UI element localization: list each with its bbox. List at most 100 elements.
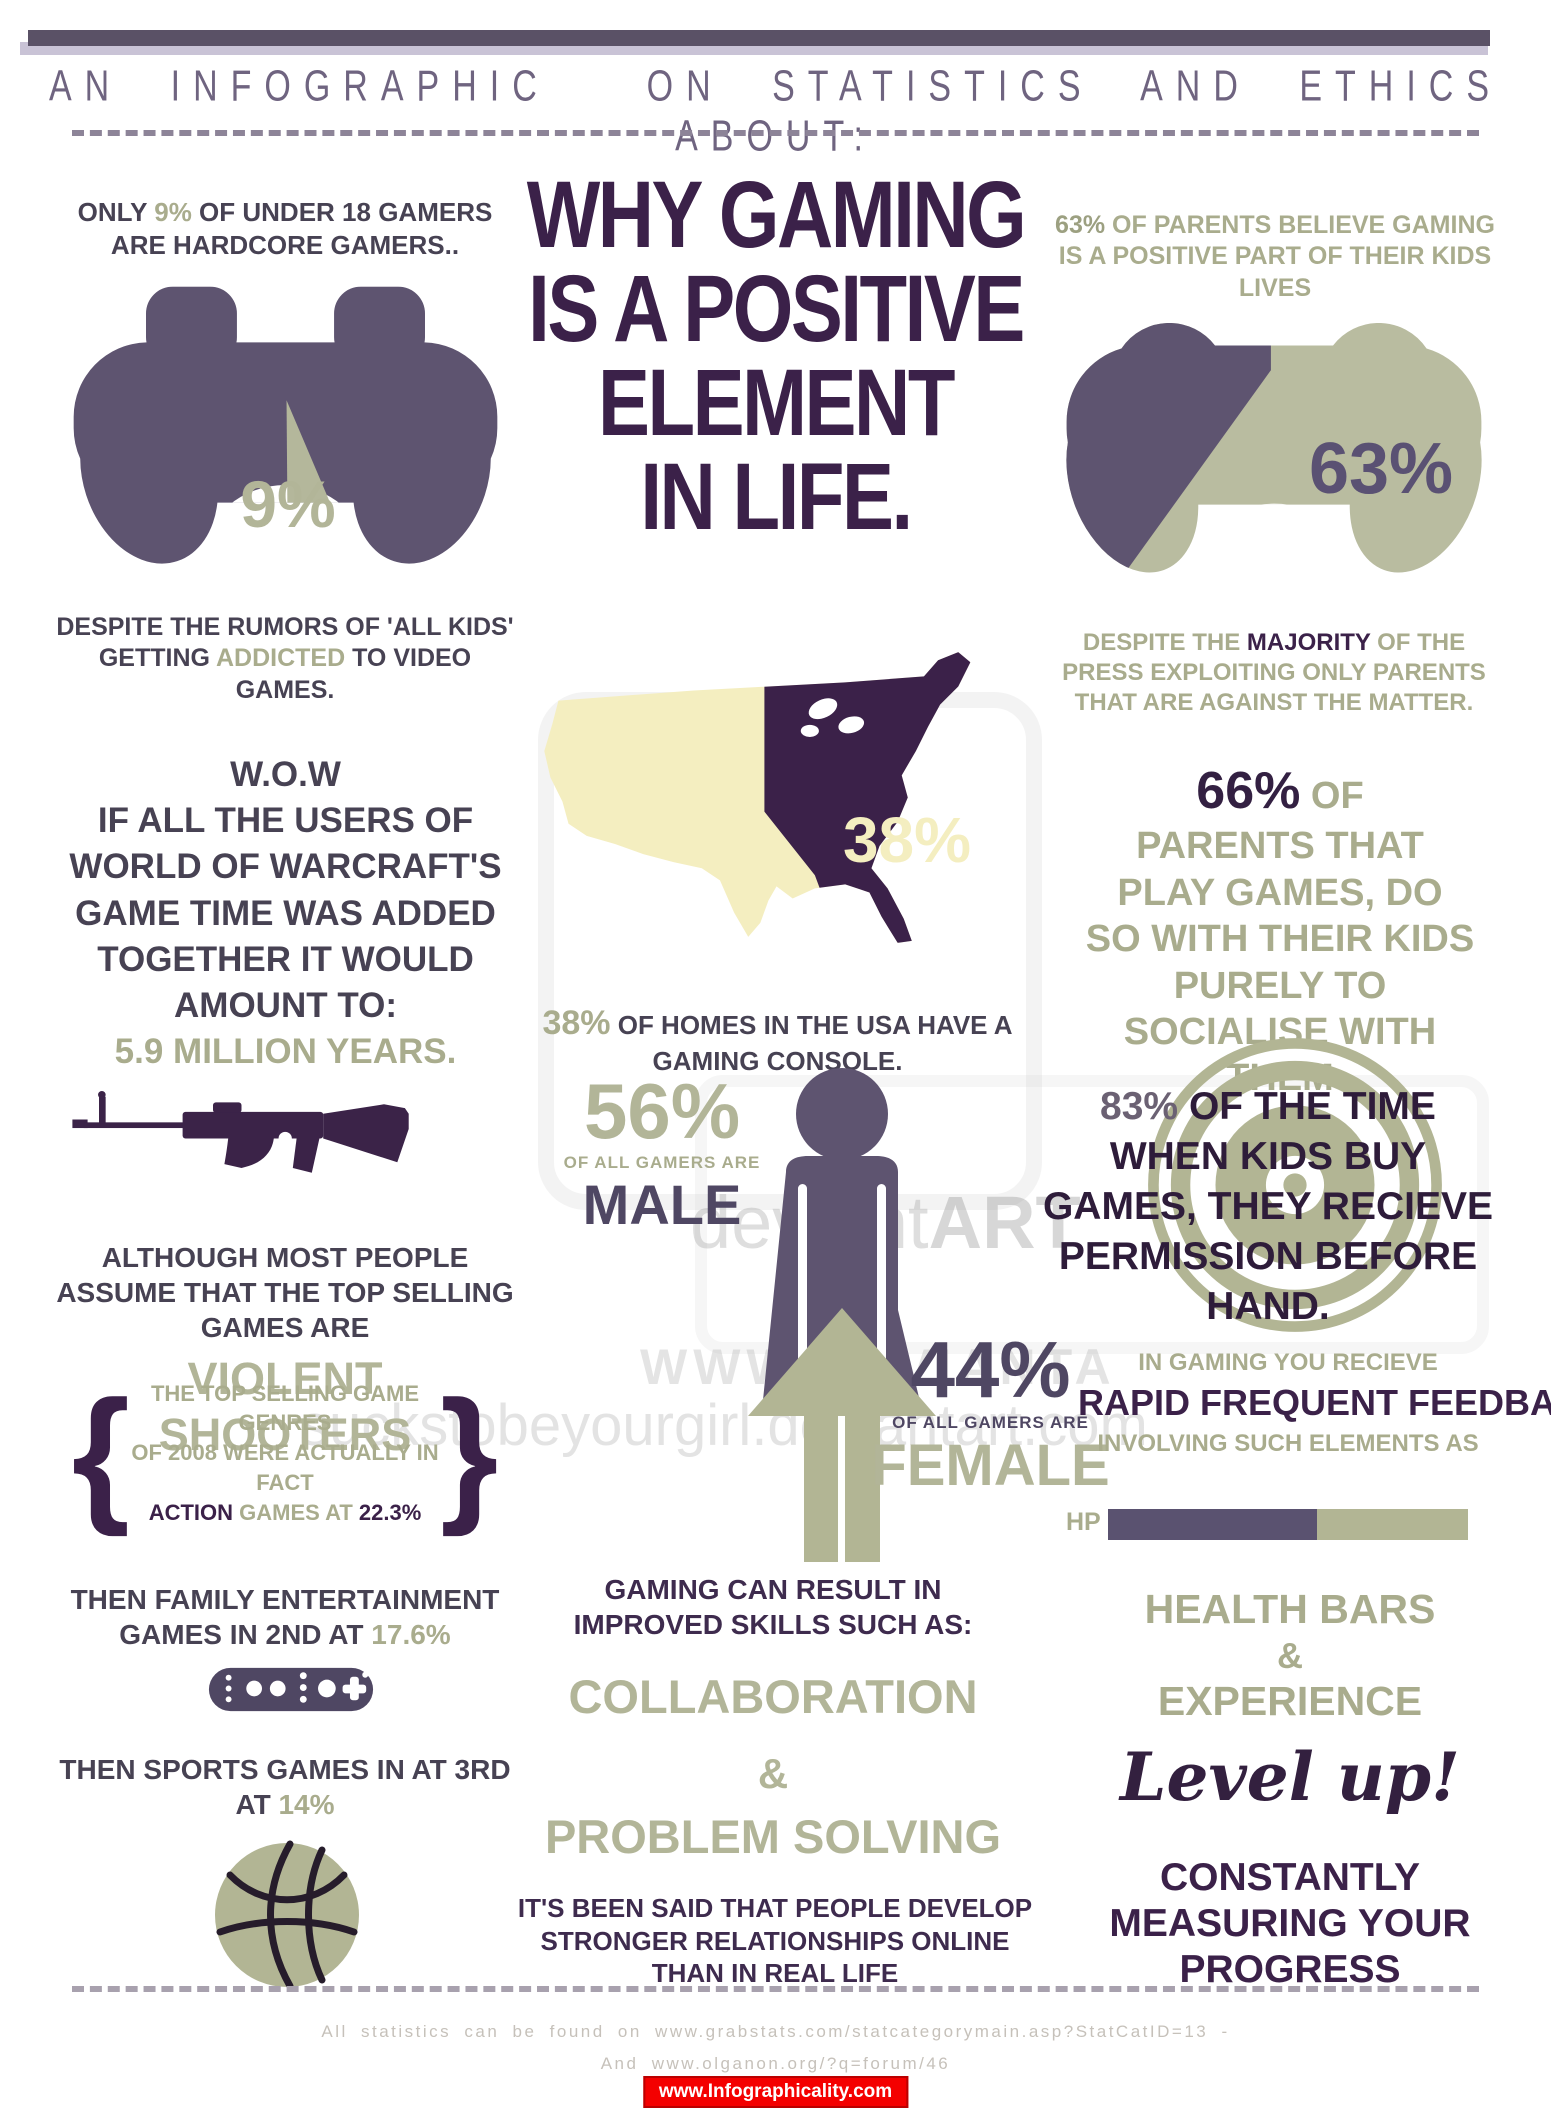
genres-action: ACTION xyxy=(148,1499,234,1525)
rifle-figure xyxy=(70,1072,470,1197)
violent-shooters-label: VIOLENT SHOOTERS xyxy=(158,1353,412,1461)
title-line4: IN LIFE. xyxy=(640,444,913,551)
wow-body: IF ALL THE USERS OF WORLD OF WARCRAFT'S … xyxy=(69,801,502,1025)
ps-controller-icon xyxy=(58,286,513,582)
hardcore-stat-pct: 9% xyxy=(154,197,192,227)
family-pre: THEN FAMILY ENTERTAINMENT GAMES IN 2ND A… xyxy=(70,1584,500,1650)
genres-text: THE TOP SELLING GAME GENRES OF 2008 WERE… xyxy=(130,1379,440,1527)
ps-controller-pct-label: 9% xyxy=(240,467,336,541)
experience-label: EXPERIENCE xyxy=(1157,1678,1423,1725)
close-brace: } xyxy=(440,1369,499,1537)
socialise-pct: 66% xyxy=(1196,762,1301,820)
male-label: MALE xyxy=(582,1173,742,1236)
permission-pct: 83% xyxy=(1100,1085,1179,1128)
gender-figure xyxy=(742,1062,942,1562)
parents63-pct: 63% xyxy=(1055,211,1106,239)
female-gamers-stat: 44% OF ALL GAMERS ARE FEMALE xyxy=(868,1330,1113,1495)
female-pct: 44% xyxy=(910,1325,1071,1414)
relationships-statement: IT'S BEEN SAID THAT PEOPLE DEVELOP STRON… xyxy=(517,1893,1033,1988)
male-gamers-stat: 56% OF ALL GAMERS ARE MALE xyxy=(552,1072,772,1233)
usa-map-icon xyxy=(544,652,971,943)
basketball-icon xyxy=(215,1840,359,1990)
rumors-highlight: ADDICTED xyxy=(216,644,346,673)
xbox-controller-chart: 63% xyxy=(1048,286,1500,594)
rumors-statement: DESPITE THE RUMORS OF 'ALL KIDS' GETTING… xyxy=(55,612,515,706)
wii-remote-icon xyxy=(208,1667,374,1712)
violent-shooters-block: ALTHOUGH MOST PEOPLE ASSUME THAT THE TOP… xyxy=(55,1240,515,1464)
skills-ampersand: & xyxy=(757,1750,789,1797)
usa-map-pct-label: 38% xyxy=(842,804,972,876)
title-line2: IS A POSITIVE xyxy=(528,256,1025,363)
skill-problem-solving: PROBLEM SOLVING xyxy=(544,1810,1002,1863)
footer-source-2: And www.olganon.org/?q=forum/46 xyxy=(600,2054,951,2073)
wow-heading: W.O.W xyxy=(230,755,341,794)
parents-63-stat: 63% OF PARENTS BELIEVE GAMING IS A POSIT… xyxy=(1055,210,1495,304)
genres-line1: THE TOP SELLING GAME GENRES xyxy=(150,1380,420,1436)
open-brace: { xyxy=(71,1369,130,1537)
hardcore-stat-pre: ONLY xyxy=(77,197,155,227)
press-statement: DESPITE THE MAJORITY OF THE PRESS EXPLOI… xyxy=(1048,628,1500,718)
progress-statement: CONSTANTLY MEASURING YOUR PROGRESS xyxy=(1109,1856,1471,1992)
title-line3: ELEMENT xyxy=(598,350,955,457)
female-sub: OF ALL GAMERS ARE xyxy=(892,1413,1089,1432)
sports-pre: THEN SPORTS GAMES IN AT 3RD AT xyxy=(59,1754,511,1820)
press-highlight: MAJORITY xyxy=(1246,629,1371,656)
top-dashed-divider xyxy=(72,130,1479,136)
female-label: FEMALE xyxy=(871,1433,1110,1498)
assume-text: ALTHOUGH MOST PEOPLE ASSUME THAT THE TOP… xyxy=(56,1242,514,1343)
rumors-post: TO VIDEO GAMES. xyxy=(235,644,472,704)
sports-games-stat: THEN SPORTS GAMES IN AT 3RD AT 14% xyxy=(55,1752,515,1822)
male-pct: 56% xyxy=(583,1067,741,1155)
homes-console-stat: 38% OF HOMES IN THE USA HAVE A GAMING CO… xyxy=(505,1002,1050,1077)
bottom-dashed-divider xyxy=(72,1986,1479,1992)
feedback-block: IN GAMING YOU RECIEVE RAPID FREQUENT FEE… xyxy=(1078,1348,1551,1459)
genres-line2: OF 2008 WERE ACTUALLY IN FACT xyxy=(131,1440,439,1495)
skill-collaboration: COLLABORATION xyxy=(568,1670,978,1723)
main-title: WHY GAMING IS A POSITIVE ELEMENT IN LIFE… xyxy=(515,162,1036,551)
permission-rings-figure xyxy=(1135,1025,1455,1345)
permission-stat: 83% OF THE TIME WHEN KIDS BUY GAMES, THE… xyxy=(1038,1082,1498,1332)
press-post: OF THE PRESS EXPLOITING ONLY PARENTS THA… xyxy=(1062,629,1486,716)
hardcore-stat-post: OF UNDER 18 GAMERS ARE HARDCORE GAMERS.. xyxy=(110,197,493,260)
header-bar xyxy=(28,30,1490,46)
press-pre: DESPITE THE xyxy=(1082,629,1247,656)
xbox-controller-pct-label: 63% xyxy=(1308,429,1454,509)
male-female-person-icon xyxy=(748,1068,936,1562)
genres-mid: GAMES AT xyxy=(233,1499,359,1525)
permission-body: OF THE TIME WHEN KIDS BUY GAMES, THEY RE… xyxy=(1042,1085,1494,1328)
title-line1: WHY GAMING xyxy=(526,162,1027,268)
level-up-label: Level up! xyxy=(1120,1738,1460,1816)
ps-controller-chart: 9% xyxy=(58,268,513,582)
homes-post: OF HOMES IN THE USA HAVE A GAMING CONSOL… xyxy=(610,1010,1013,1076)
xbox-controller-icon xyxy=(1048,322,1500,592)
socialise-of: OF xyxy=(1300,775,1364,817)
hp-bar-fill xyxy=(1108,1509,1317,1540)
health-ampersand: & xyxy=(1277,1635,1303,1677)
footer-source-1: All statistics can be found on www.grabs… xyxy=(321,2022,1230,2041)
rifle-icon xyxy=(72,1091,409,1173)
skills-heading: GAMING CAN RESULT IN IMPROVED SKILLS SUC… xyxy=(573,1574,973,1640)
sports-pct: 14% xyxy=(278,1789,335,1820)
hp-bar xyxy=(1108,1509,1468,1540)
page-tagline: AN INFOGRAPHIC ON STATISTICS AND ETHICS … xyxy=(48,62,1503,161)
basketball-figure xyxy=(212,1840,362,1990)
wow-value: 5.9 MILLION YEARS. xyxy=(114,1032,457,1072)
wii-remote-figure xyxy=(205,1658,377,1722)
genres-pct: 22.3% xyxy=(358,1499,422,1525)
rumors-pre: DESPITE THE RUMORS OF 'ALL KIDS' GETTING xyxy=(56,613,514,673)
feedback-pre: IN GAMING YOU RECIEVE xyxy=(1138,1349,1438,1376)
male-sub: OF ALL GAMERS ARE xyxy=(563,1153,761,1172)
family-games-stat: THEN FAMILY ENTERTAINMENT GAMES IN 2ND A… xyxy=(55,1582,515,1652)
health-experience-block: HEALTH BARS & EXPERIENCE xyxy=(1090,1585,1490,1727)
wow-stat-block: W.O.W IF ALL THE USERS OF WORLD OF WARCR… xyxy=(48,752,523,1075)
genres-brace-block: { THE TOP SELLING GAME GENRES OF 2008 WE… xyxy=(55,1378,515,1528)
family-pct: 17.6% xyxy=(371,1619,451,1650)
homes-pct: 38% xyxy=(542,1004,611,1042)
feedback-post: INVOLVING SUCH ELEMENTS AS xyxy=(1097,1430,1479,1457)
parents63-post: OF PARENTS BELIEVE GAMING IS A POSITIVE … xyxy=(1058,211,1495,302)
hp-label: HP xyxy=(1066,1508,1101,1536)
infographicality-badge: www.Infographicality.com xyxy=(642,2076,909,2108)
feedback-main: RAPID FREQUENT FEEDBACK xyxy=(1078,1382,1551,1423)
target-rings-icon xyxy=(1148,1038,1442,1332)
